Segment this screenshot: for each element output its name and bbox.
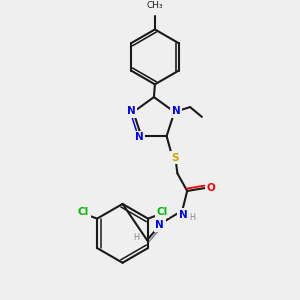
Text: Cl: Cl	[156, 207, 167, 217]
Text: N: N	[135, 132, 144, 142]
Text: S: S	[172, 153, 179, 163]
Text: N: N	[155, 220, 164, 230]
Text: H: H	[189, 213, 195, 222]
Text: H: H	[133, 232, 139, 242]
Text: O: O	[206, 183, 215, 193]
Text: N: N	[172, 106, 181, 116]
Text: N: N	[127, 106, 136, 116]
Text: N: N	[179, 209, 188, 220]
Text: Cl: Cl	[78, 207, 89, 217]
Text: CH₃: CH₃	[147, 1, 163, 10]
